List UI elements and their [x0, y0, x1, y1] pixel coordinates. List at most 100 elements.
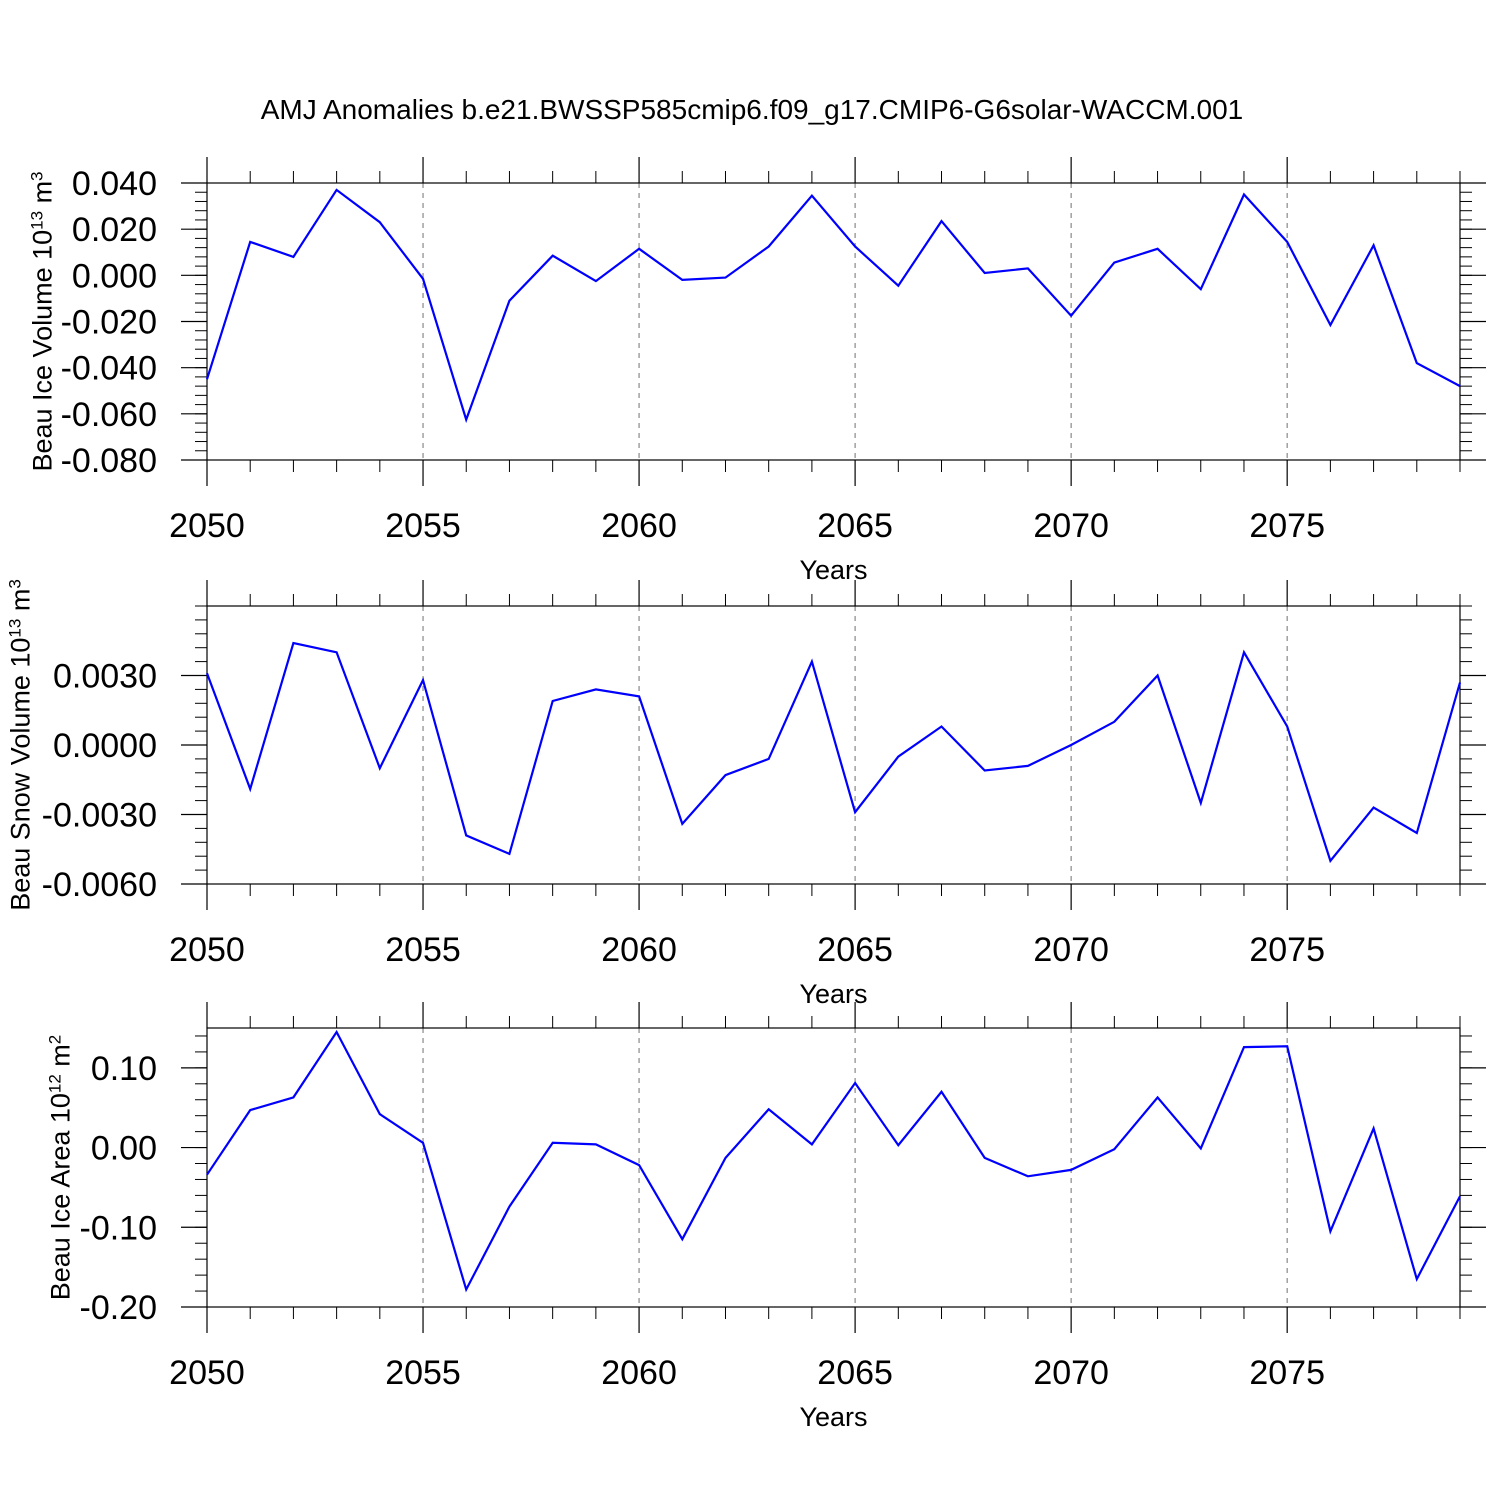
y-tick-label: -0.10 — [80, 1209, 158, 1247]
x-tick-label: 2075 — [1249, 1354, 1325, 1392]
data-point-2050 — [206, 1173, 209, 1176]
data-point-2070 — [1070, 744, 1073, 747]
vertical-dashed-gridlines — [422, 606, 1288, 884]
y-axis-label-unit-exp: 3 — [5, 579, 24, 588]
data-point-2066 — [897, 284, 900, 287]
x-tick-label: 2055 — [385, 931, 461, 969]
data-point-2068 — [983, 769, 986, 772]
major-ticks — [181, 157, 1486, 486]
series-line — [206, 1029, 1461, 1293]
data-point-2054 — [378, 767, 381, 770]
x-tick-label: 2050 — [169, 1354, 245, 1392]
y-axis-label: Beau Ice Area 1012 m2 — [45, 1035, 76, 1301]
data-point-2050 — [206, 378, 209, 381]
x-tick-label: 2070 — [1033, 1354, 1109, 1392]
data-point-2064 — [810, 194, 813, 197]
data-point-2060 — [638, 1164, 641, 1167]
y-tick-labels: 0.040 0.020 0.000 -0.020 -0.040 -0.060 -0.080 — [61, 165, 157, 480]
x-tick-label: 2050 — [169, 507, 245, 545]
x-tick-label: 2050 — [169, 931, 245, 969]
major-ticks — [181, 1002, 1486, 1333]
plot-frame — [206, 1027, 1461, 1308]
y-axis-label-main: Beau Snow Volume 10 — [5, 638, 35, 911]
x-tick-labels: 2050 2055 2060 2065 2070 2075 — [169, 507, 1325, 545]
data-point-2072 — [1156, 1096, 1159, 1099]
data-point-2054 — [378, 1113, 381, 1116]
x-tick-label: 2070 — [1033, 507, 1109, 545]
series-line — [205, 641, 1462, 864]
data-point-2063 — [767, 245, 770, 248]
vertical-dashed-gridlines — [422, 183, 1288, 460]
data-point-2077 — [1372, 806, 1375, 809]
data-point-2073 — [1199, 801, 1202, 804]
data-points — [206, 642, 1462, 863]
x-tick-label: 2065 — [817, 1354, 893, 1392]
data-point-2059 — [594, 280, 597, 283]
data-point-2071 — [1113, 261, 1116, 264]
plot-frame — [206, 605, 1461, 885]
data-point-2065 — [854, 811, 857, 814]
data-point-2069 — [1026, 764, 1029, 767]
data-point-2058 — [551, 1141, 554, 1144]
data-point-2062 — [724, 276, 727, 279]
y-tick-label: -0.020 — [61, 304, 157, 342]
y-tick-label: -0.0030 — [42, 797, 157, 835]
data-point-2068 — [983, 1156, 986, 1159]
y-axis-label: Beau Ice Volume 1013 m3 — [27, 171, 58, 471]
y-axis-label-unit-exp: 3 — [27, 171, 46, 180]
x-tick-label: 2065 — [817, 507, 893, 545]
y-tick-labels: 0.10 0.00 -0.10 -0.20 — [80, 1050, 158, 1327]
y-axis-label-unit: m — [45, 1044, 75, 1074]
x-tick-label: 2070 — [1033, 931, 1109, 969]
data-point-2059 — [594, 688, 597, 691]
y-axis-label-unit: m — [27, 181, 57, 211]
data-point-2059 — [594, 1143, 597, 1146]
data-point-2051 — [249, 1109, 252, 1112]
y-tick-label: 0.0030 — [53, 658, 157, 696]
x-tick-label: 2075 — [1249, 931, 1325, 969]
data-point-2053 — [335, 188, 338, 191]
y-axis-label: Beau Snow Volume 1013 m3 — [5, 579, 36, 911]
data-point-2071 — [1113, 1148, 1116, 1151]
data-point-2074 — [1242, 651, 1245, 654]
data-point-2052 — [292, 642, 295, 645]
data-point-2051 — [249, 240, 252, 243]
data-point-2076 — [1329, 859, 1332, 862]
series-line — [205, 188, 1461, 424]
data-point-2063 — [767, 1108, 770, 1111]
data-point-2072 — [1156, 674, 1159, 677]
x-tick-label: 2055 — [385, 507, 461, 545]
data-point-2058 — [551, 254, 554, 257]
data-point-2074 — [1242, 193, 1245, 196]
y-tick-label: -0.080 — [61, 442, 157, 480]
data-point-2067 — [940, 1090, 943, 1093]
data-point-2056 — [465, 1288, 468, 1291]
minor-ticks — [195, 594, 1472, 896]
data-point-2073 — [1199, 1147, 1202, 1150]
data-point-2076 — [1329, 323, 1332, 326]
data-point-2067 — [940, 220, 943, 223]
data-point-2077 — [1372, 1127, 1375, 1130]
data-point-2053 — [335, 1030, 338, 1033]
data-point-2058 — [551, 699, 554, 702]
x-tick-labels: 2050 2055 2060 2065 2070 2075 — [169, 1354, 1325, 1392]
y-tick-label: -0.040 — [61, 350, 157, 388]
data-point-2071 — [1113, 720, 1116, 723]
y-axis-label-exp: 13 — [27, 211, 46, 230]
y-tick-label: -0.060 — [61, 396, 157, 434]
y-tick-label: 0.00 — [91, 1130, 157, 1168]
data-point-2051 — [249, 788, 252, 791]
data-point-2078 — [1415, 832, 1418, 835]
y-tick-label: -0.0060 — [42, 866, 157, 904]
data-point-2075 — [1286, 240, 1289, 243]
data-point-2054 — [378, 221, 381, 224]
data-point-2055 — [422, 277, 425, 280]
data-point-2067 — [940, 725, 943, 728]
y-axis-label-unit-exp: 2 — [45, 1035, 64, 1044]
data-point-2056 — [465, 418, 468, 421]
data-point-2062 — [724, 774, 727, 777]
y-axis-label-exp: 12 — [45, 1074, 64, 1093]
data-point-2056 — [465, 834, 468, 837]
